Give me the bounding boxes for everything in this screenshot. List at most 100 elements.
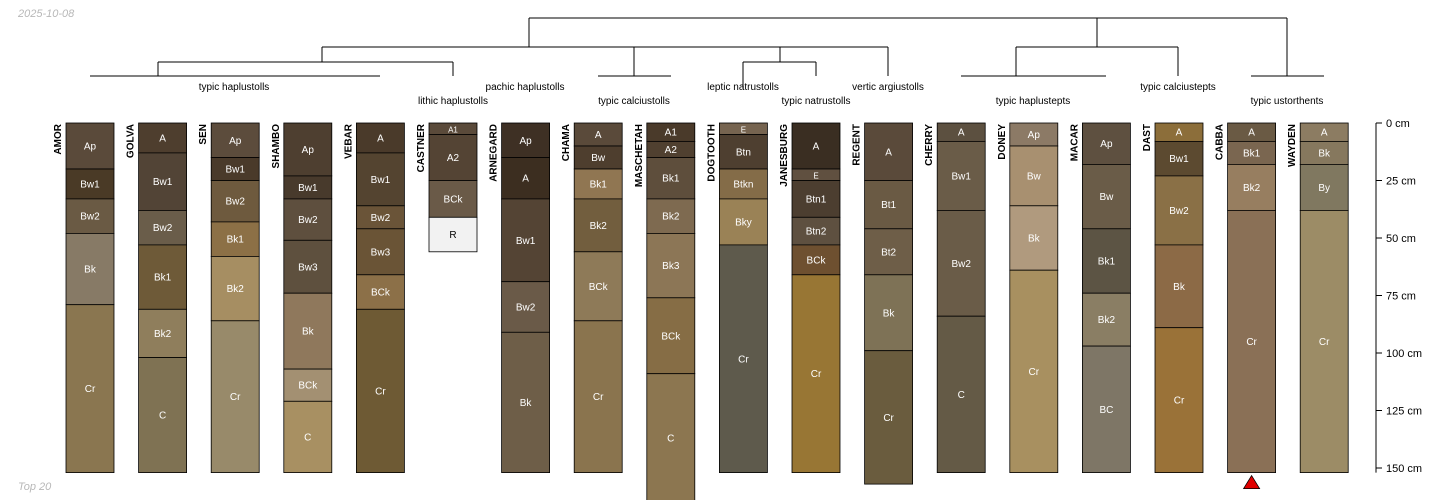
horizon-label: Bw1: [951, 171, 971, 182]
horizon-label: R: [449, 230, 456, 241]
horizon-label: E: [741, 125, 746, 134]
group-label: typic natrustolls: [782, 96, 851, 107]
horizon-label: Ap: [1028, 130, 1041, 141]
soil-profile: A E Btn1 Btn2 BCk Cr JANESBURG: [779, 122, 841, 473]
horizon-label: Bw: [591, 153, 606, 164]
horizon-block: [1299, 209, 1349, 474]
horizon-label: Bw2: [371, 213, 391, 224]
horizon-block: [791, 180, 841, 218]
horizon-block: [138, 308, 188, 358]
horizon-label: A: [522, 174, 529, 185]
horizon-label: Btkn: [733, 179, 753, 190]
horizon-label: Bk2: [227, 284, 245, 295]
horizon-label: Bw2: [80, 212, 100, 223]
profile-name: CABBA: [1215, 124, 1226, 160]
horizon-block: [1009, 205, 1059, 271]
horizon-block: [864, 228, 913, 276]
group-label: typic haplustepts: [996, 96, 1071, 107]
profile-name: WAYDEN: [1287, 124, 1298, 167]
axis-tick-label: 0 cm: [1386, 118, 1410, 130]
horizon-label: Bk3: [662, 261, 680, 272]
soil-profile: A Bw Bk1 Bk2 BCk Cr CHAMA: [561, 122, 623, 473]
horizon-label: Bk: [883, 308, 896, 319]
horizon-block: [1154, 327, 1204, 474]
horizon-label: Bk1: [1098, 257, 1116, 268]
horizon-label: Btn1: [806, 194, 827, 205]
horizon-label: Bw2: [951, 259, 971, 270]
profile-name: CHERRY: [924, 124, 935, 166]
horizon-label: Bw1: [1169, 154, 1189, 165]
horizon-block: [791, 274, 841, 473]
horizon-block: [1154, 175, 1204, 246]
profile-name: SHAMBO: [271, 124, 282, 169]
horizon-label: BCk: [371, 288, 391, 299]
horizon-label: Bk2: [1098, 315, 1116, 326]
horizon-label: Bw2: [516, 303, 536, 314]
horizon-label: Bk2: [154, 329, 172, 340]
horizon-label: A: [159, 133, 166, 144]
horizon-block: [1082, 122, 1131, 165]
group-label: lithic haplustolls: [418, 96, 488, 107]
soil-profile: A Bw1 Bw2 Bk Cr DAST: [1142, 122, 1204, 474]
profile-name: CASTNER: [416, 123, 427, 172]
horizon-label: A: [377, 133, 384, 144]
horizon-block: [501, 198, 551, 283]
horizon-block: [210, 320, 260, 473]
horizon-label: Bw1: [80, 179, 100, 190]
horizon-label: Bk1: [1243, 148, 1261, 159]
horizon-block: [791, 216, 841, 246]
profile-name: MASCHETAH: [634, 124, 645, 187]
profile-name: DAST: [1142, 124, 1153, 151]
profile-name: DOGTOOTH: [706, 124, 717, 182]
horizon-label: Bw: [1099, 192, 1114, 203]
horizon-label: Cr: [811, 369, 822, 380]
horizon-label: Bw1: [298, 183, 318, 194]
horizon-label: Bw3: [298, 262, 318, 273]
horizon-block: [1299, 163, 1349, 211]
group-label: vertic argiustolls: [852, 82, 924, 93]
soil-profile: A1 A2 BCk R CASTNER: [416, 122, 478, 253]
group-label: typic calciustolls: [598, 96, 670, 107]
horizon-label: Btn2: [806, 227, 827, 238]
horizon-block: [65, 122, 115, 170]
horizon-block: [210, 122, 260, 158]
horizon-block: [65, 304, 115, 474]
horizon-block: [719, 244, 768, 473]
horizon-block: [936, 315, 986, 474]
footer-label: Top 20: [18, 481, 52, 493]
horizon-block: [138, 209, 188, 246]
horizon-block: [1009, 269, 1059, 474]
horizon-block: [501, 157, 551, 200]
horizon-block: [501, 281, 551, 333]
soil-profile: A Bw1 Bw2 C CHERRY: [924, 122, 986, 474]
group-label: typic ustorthents: [1251, 96, 1324, 107]
horizon-block: [646, 373, 696, 500]
horizon-label: Cr: [230, 392, 241, 403]
horizon-label: Bk2: [590, 221, 608, 232]
horizon-label: BCk: [589, 282, 609, 293]
horizon-label: Bk1: [662, 174, 680, 185]
horizon-label: Ap: [519, 136, 532, 147]
axis-tick-label: 25 cm: [1386, 176, 1416, 188]
soil-profile: A Bw1 Bw2 Bw3 BCk Cr VEBAR: [343, 122, 405, 473]
horizon-block: [719, 134, 768, 170]
horizon-label: Bw2: [1169, 206, 1189, 217]
axis-tick-label: 150 cm: [1386, 463, 1422, 475]
axis-tick-label: 50 cm: [1386, 233, 1416, 245]
horizon-label: A: [885, 147, 892, 158]
horizon-label: Bk: [302, 327, 315, 338]
profile-name: ARNEGARD: [489, 124, 500, 182]
horizon-label: A: [813, 142, 820, 153]
profile-name: CHAMA: [561, 124, 572, 161]
date-label: 2025-10-08: [18, 8, 75, 20]
horizon-label: BC: [1099, 405, 1113, 416]
horizon-label: Cr: [1174, 396, 1185, 407]
horizon-label: Bw2: [153, 223, 173, 234]
profile-name: AMOR: [53, 123, 64, 154]
horizon-label: A2: [447, 153, 460, 164]
horizon-label: Bw1: [153, 177, 173, 188]
horizon-block: [138, 122, 188, 154]
soil-profile: Ap Bw1 Bw2 Bw3 Bk BCk C SHAMBO: [271, 122, 333, 473]
group-label: pachic haplustolls: [486, 82, 565, 93]
horizon-block: [283, 198, 333, 241]
